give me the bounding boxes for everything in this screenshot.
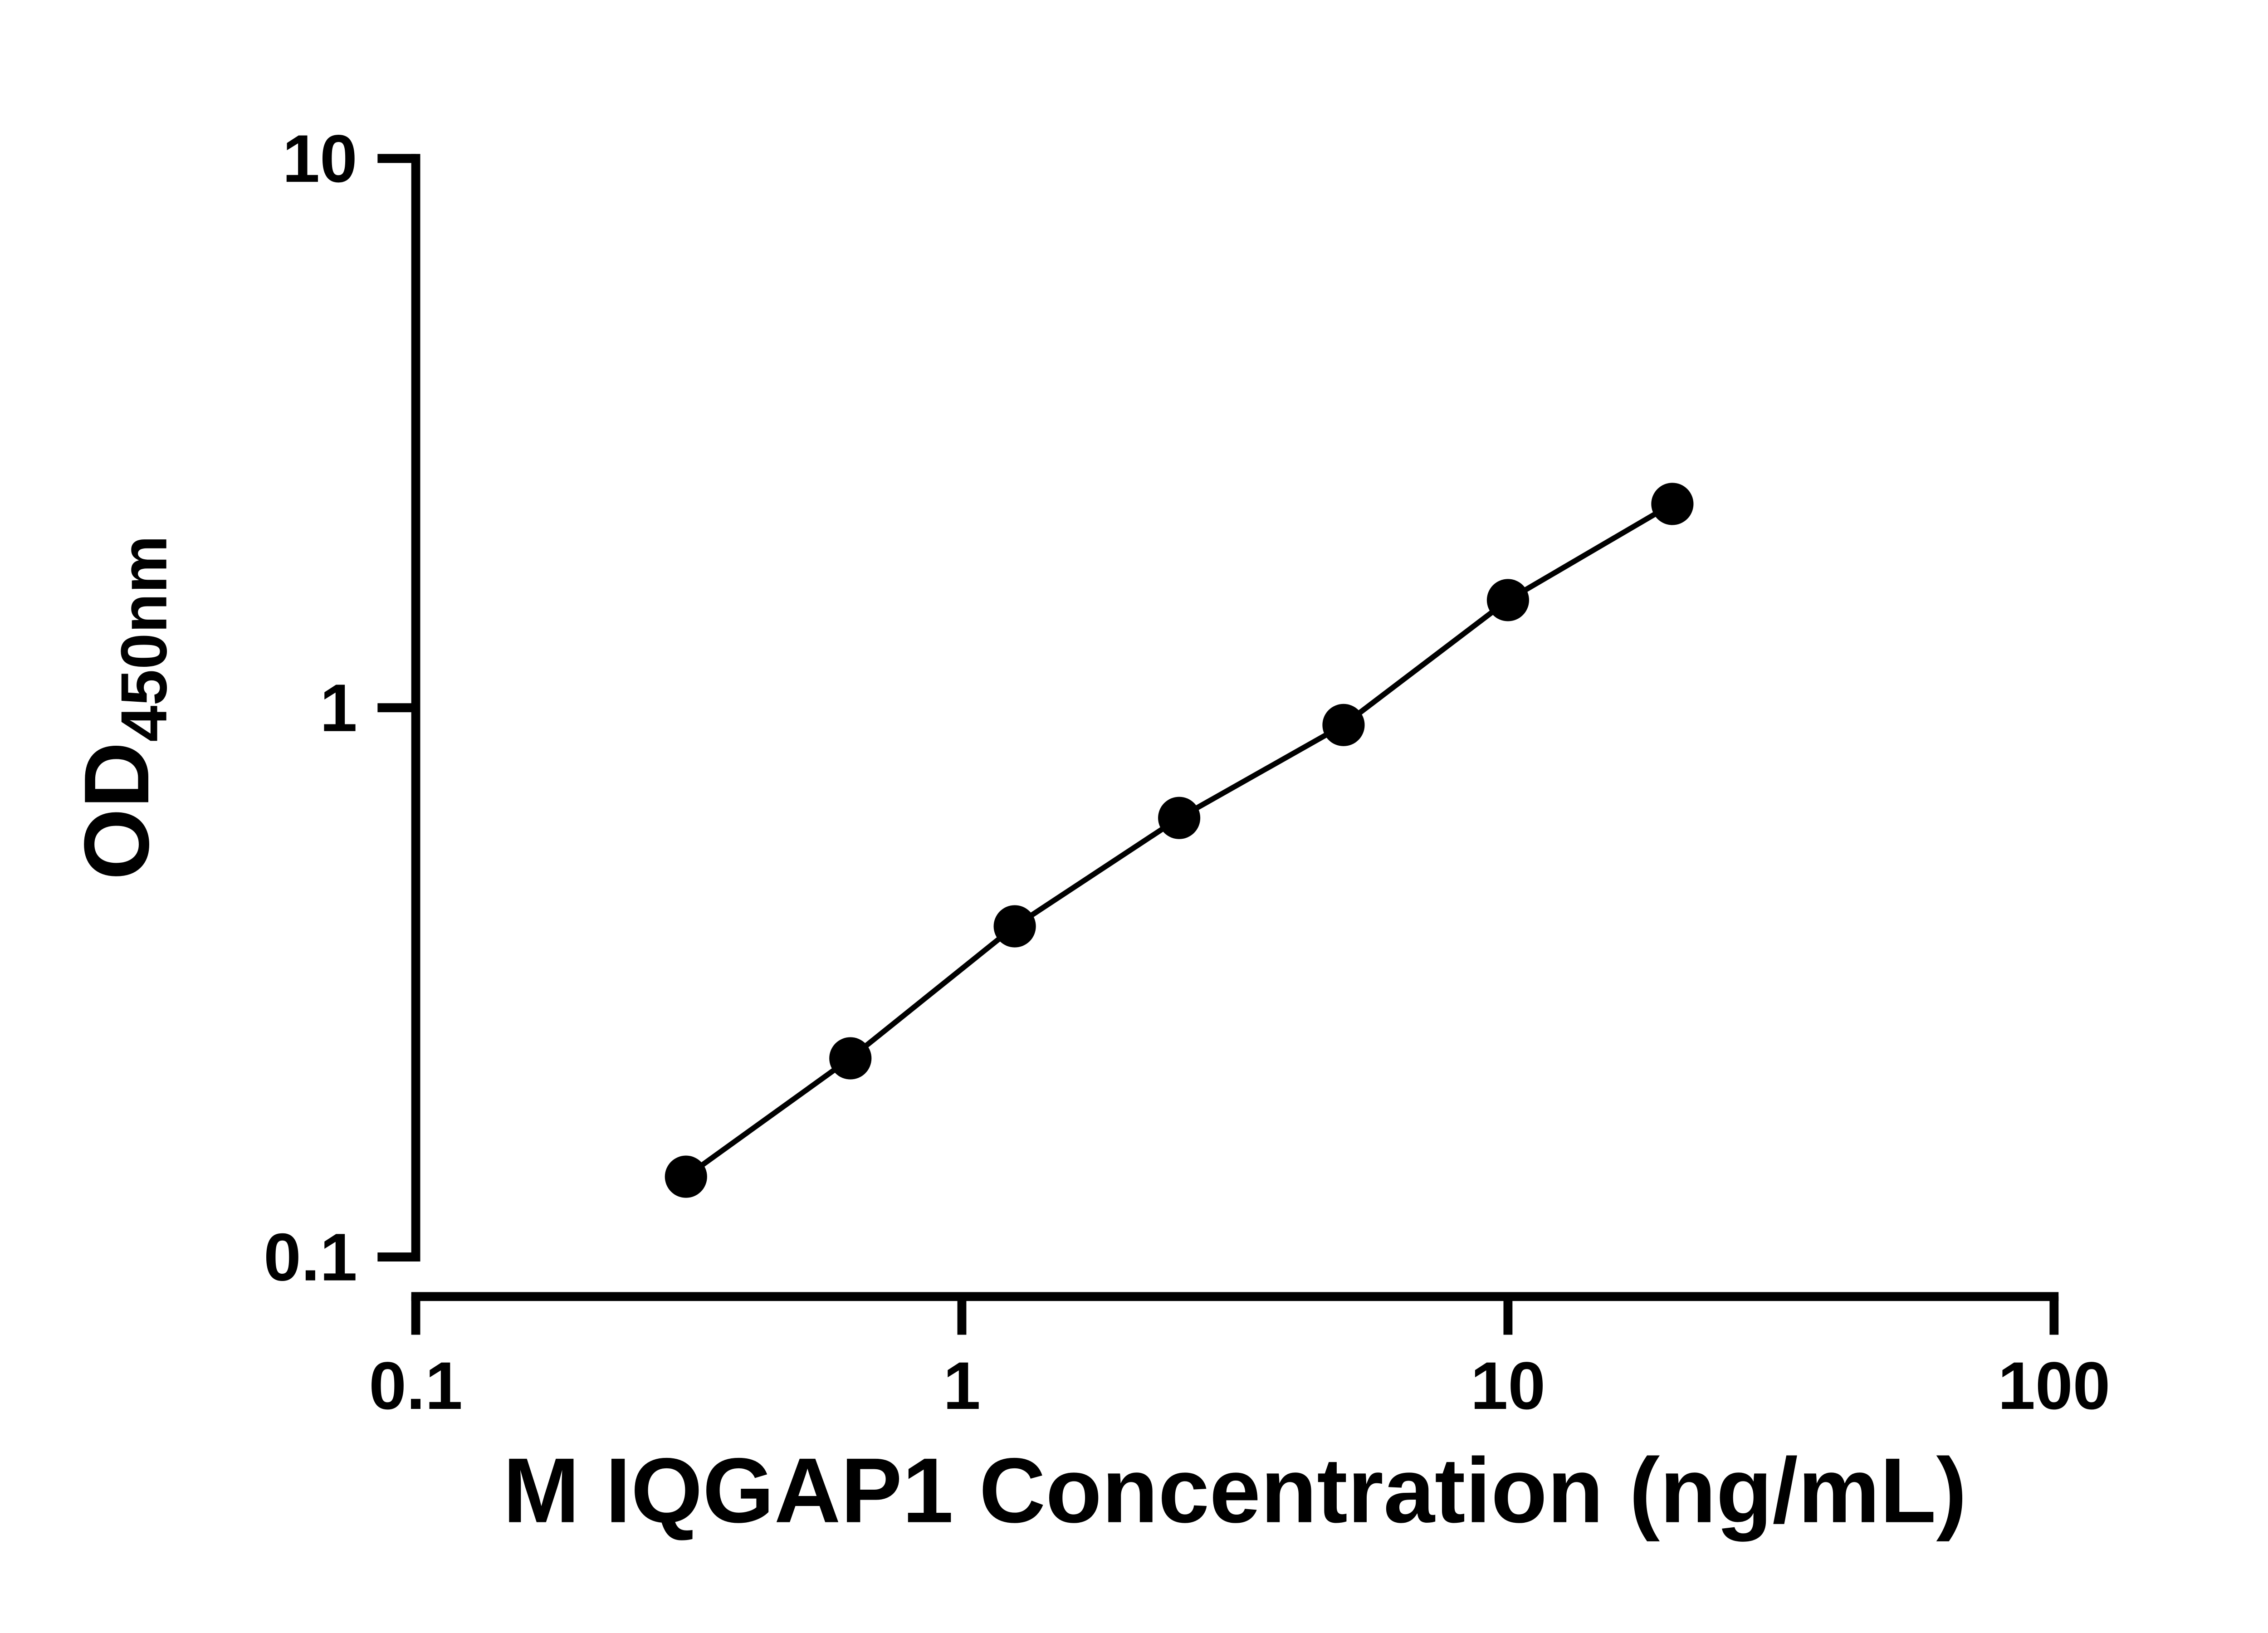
y-axis-title-subscript: 450nm — [108, 535, 181, 742]
data-point-marker — [1486, 579, 1529, 621]
x-axis-title: M IQGAP1 Concentration (ng/mL) — [503, 1439, 1967, 1542]
y-axis-title: OD450nm — [65, 535, 181, 880]
data-point-marker — [993, 905, 1036, 948]
y-tick-label: 1 — [320, 670, 357, 746]
data-point-marker — [1158, 797, 1201, 839]
x-tick-label: 1 — [943, 1348, 981, 1423]
data-point-marker — [665, 1155, 707, 1198]
y-axis-title-main: OD — [65, 742, 168, 880]
x-tick-label: 10 — [1471, 1348, 1545, 1423]
data-point-marker — [1651, 483, 1694, 525]
data-point-marker — [829, 1037, 872, 1080]
x-tick-label: 0.1 — [369, 1348, 463, 1423]
chart-background — [0, 7, 2268, 1626]
y-tick-label: 10 — [282, 121, 357, 196]
x-tick-label: 100 — [1998, 1348, 2110, 1423]
data-point-marker — [1322, 704, 1365, 746]
y-tick-label: 0.1 — [264, 1220, 357, 1295]
